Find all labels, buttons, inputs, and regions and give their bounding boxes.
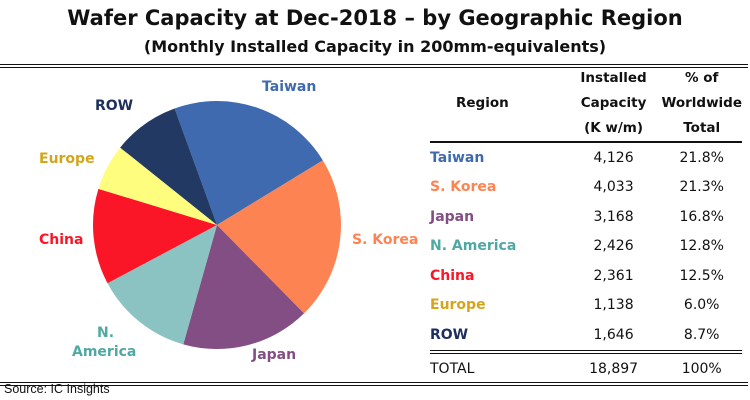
percent-cell: 21.3%	[679, 179, 724, 196]
header-region: Region	[430, 66, 566, 143]
capacity-cell: 3,168	[593, 208, 634, 225]
capacity-cell: 4,033	[593, 179, 634, 196]
chart-frame	[0, 64, 748, 386]
pie-slice-japan	[183, 225, 305, 349]
chart-title: Wafer Capacity at Dec-2018 – by Geograph…	[67, 6, 683, 30]
percent-cell: 8.7%	[683, 326, 720, 343]
pie-slice-s-korea	[217, 160, 341, 314]
percent-cell: 12.8%	[679, 238, 724, 255]
header-capacity-3: (K w/m)	[584, 120, 644, 136]
total-capacity: 18,897	[565, 349, 662, 385]
pie-label-n-america-2: America	[72, 344, 137, 360]
pie-label-europe: Europe	[39, 151, 95, 167]
table-row: ROW 1,646 8.7%	[430, 320, 742, 352]
region-cell: Japan	[430, 208, 475, 225]
header-percent: % of Worldwide Total	[661, 66, 742, 143]
capacity-table: Region Installed Capacity (K w/m) % of W…	[430, 66, 742, 385]
header-capacity-2: Capacity	[580, 95, 647, 111]
pie-slice-taiwan	[174, 101, 323, 225]
table-row: Taiwan 4,126 21.8%	[430, 142, 742, 173]
header-region-text: Region	[456, 95, 509, 111]
total-percent: 100%	[661, 349, 742, 385]
region-cell: ROW	[430, 326, 469, 343]
pie-label-china: China	[39, 232, 84, 248]
table-row-total: TOTAL 18,897 100%	[430, 349, 742, 385]
pie-label-taiwan: Taiwan	[262, 79, 317, 95]
capacity-cell: 4,126	[593, 149, 634, 166]
pie-label-s-korea: S. Korea	[352, 232, 419, 248]
percent-cell: 21.8%	[679, 149, 724, 166]
total-label: TOTAL	[430, 349, 566, 385]
table-row: Japan 3,168 16.8%	[430, 202, 742, 232]
header-capacity: Installed Capacity (K w/m)	[565, 66, 662, 143]
region-cell: Taiwan	[430, 149, 485, 166]
capacity-cell: 1,138	[593, 297, 634, 314]
pie-label-n-america-1: N.	[97, 325, 115, 341]
pie-slice-row	[120, 108, 217, 225]
source-note: Source: IC Insights	[4, 382, 110, 396]
percent-cell: 12.5%	[679, 267, 724, 284]
header-percent-2: Worldwide	[661, 95, 742, 111]
table-row: N. America 2,426 12.8%	[430, 232, 742, 262]
pie-slice-n-america	[107, 225, 217, 345]
percent-cell: 16.8%	[679, 208, 724, 225]
pie-label-japan: Japan	[252, 347, 297, 363]
table-row: Europe 1,138 6.0%	[430, 291, 742, 321]
pie-slice-europe	[98, 147, 217, 225]
region-cell: S. Korea	[430, 179, 497, 196]
capacity-cell: 2,361	[593, 267, 634, 284]
pie-slice-china	[92, 188, 217, 284]
region-cell: N. America	[430, 238, 517, 255]
chart-subtitle: (Monthly Installed Capacity in 200mm-equ…	[143, 37, 607, 56]
header-capacity-1: Installed	[580, 70, 647, 86]
pie-label-row: ROW	[95, 98, 134, 114]
header-percent-1: % of	[685, 70, 719, 86]
table-row: S. Korea 4,033 21.3%	[430, 173, 742, 203]
percent-cell: 6.0%	[683, 297, 720, 314]
capacity-cell: 2,426	[593, 238, 634, 255]
region-cell: China	[430, 267, 475, 284]
header-percent-3: Total	[683, 120, 721, 136]
capacity-cell: 1,646	[593, 326, 634, 343]
table-row: China 2,361 12.5%	[430, 261, 742, 291]
region-cell: Europe	[430, 297, 486, 314]
